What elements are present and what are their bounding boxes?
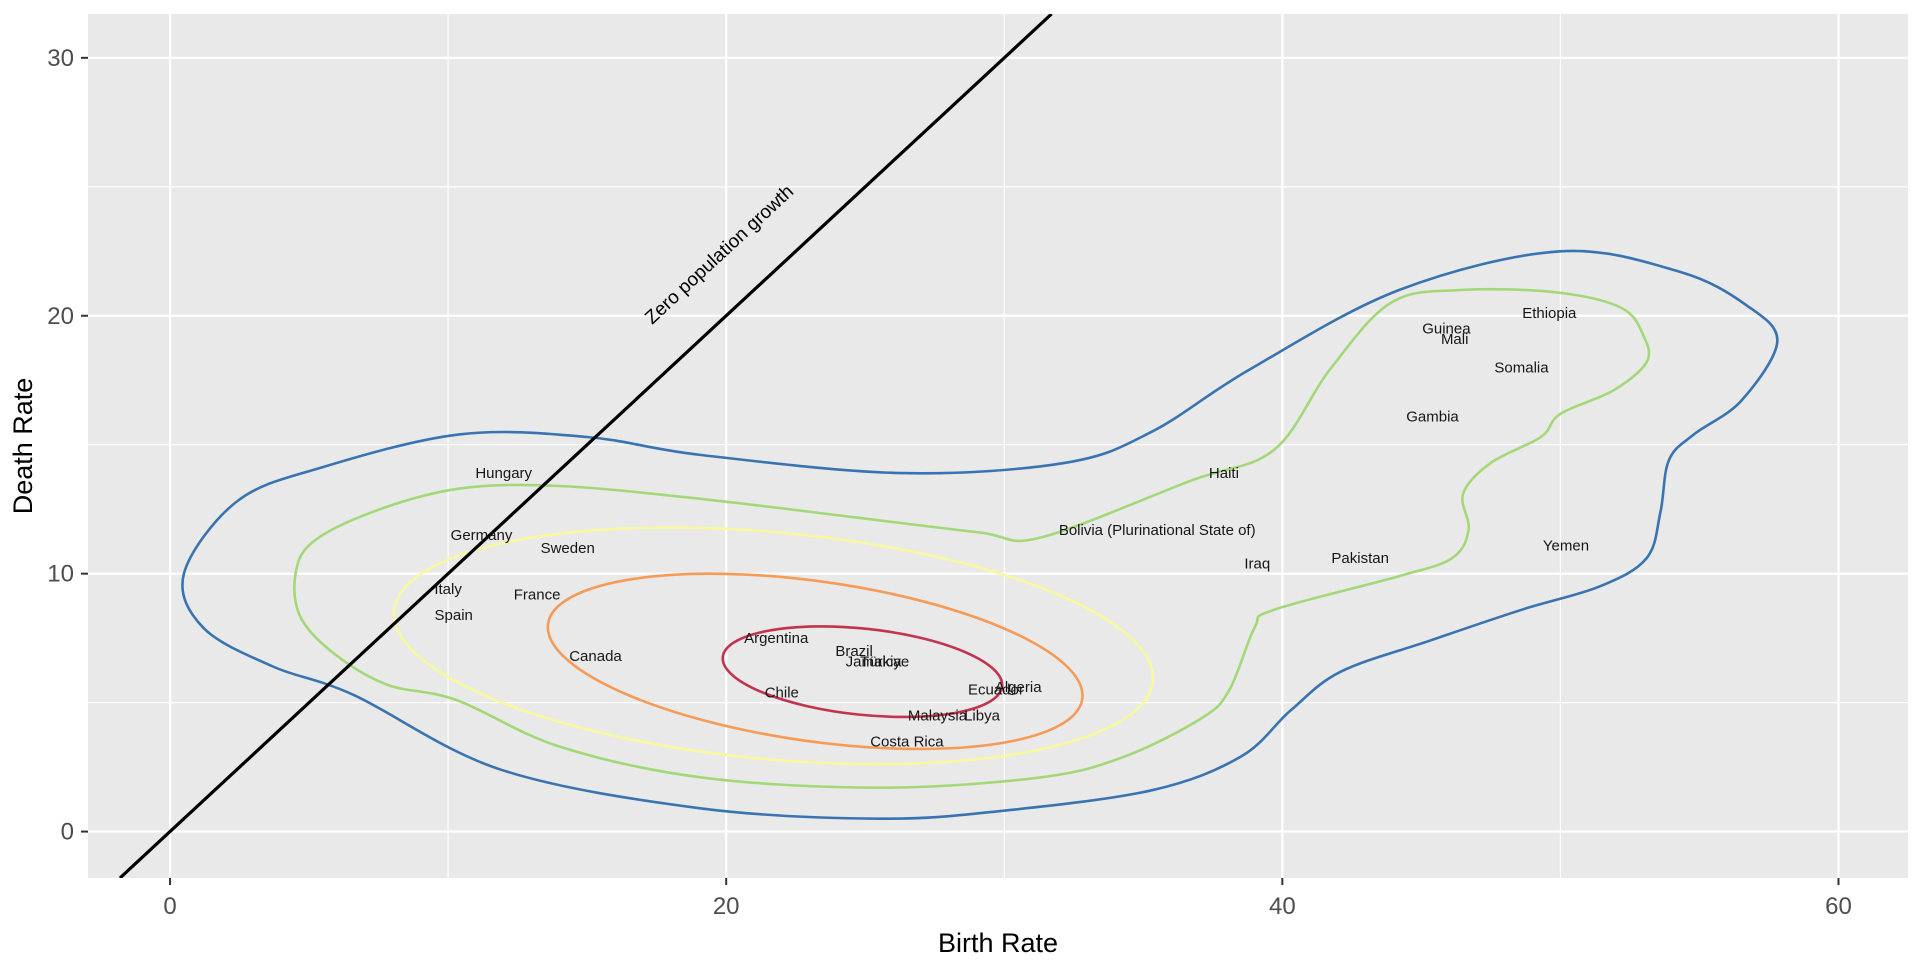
density-contours (181, 249, 1779, 821)
plot-panel (88, 14, 1908, 878)
y-tick-label: 10 (47, 561, 74, 588)
country-label: Türkiye (860, 653, 909, 670)
axes: 0 20 40 60 0 10 20 30 (47, 45, 1852, 920)
country-label: Pakistan (1331, 550, 1389, 567)
country-label: Libya (964, 708, 1001, 725)
gridlines (88, 14, 1908, 878)
country-labels: Hungary Germany Sweden Italy France Spain Cana… (434, 305, 1589, 750)
country-label: Italy (434, 581, 462, 598)
country-label: Hungary (475, 465, 532, 482)
country-label: Gambia (1406, 408, 1459, 425)
x-tick-label: 20 (713, 893, 740, 920)
country-label: Malaysia (908, 708, 968, 725)
country-label: Yemen (1543, 537, 1589, 554)
country-label: Iraq (1244, 555, 1270, 572)
contour-level-1-outermost (181, 249, 1779, 821)
country-label: Haiti (1209, 465, 1239, 482)
country-label: Mali (1441, 331, 1469, 348)
y-tick-label: 30 (47, 45, 74, 72)
contour-level-3 (392, 526, 1155, 766)
country-label: Bolivia (Plurinational State of) (1059, 522, 1256, 539)
x-tick-label: 0 (163, 893, 176, 920)
contour-level-5-innermost (721, 625, 1004, 719)
country-label: Canada (569, 648, 622, 665)
contour-level-2 (293, 287, 1651, 789)
country-label: Chile (765, 684, 799, 701)
country-label: France (514, 586, 561, 603)
y-axis-title: Death Rate (8, 378, 38, 515)
country-label: Algeria (995, 679, 1042, 696)
x-axis-title: Birth Rate (938, 928, 1058, 958)
country-label: Germany (451, 527, 513, 544)
x-tick-label: 40 (1269, 893, 1296, 920)
country-label: Argentina (744, 630, 809, 647)
country-label: Sweden (541, 540, 595, 557)
country-label: Costa Rica (870, 733, 944, 750)
country-label: Somalia (1494, 359, 1549, 376)
zero-growth-line (118, 14, 1053, 878)
zero-growth-line-group (118, 14, 1053, 878)
country-label: Guinea (1422, 321, 1471, 338)
country-label: Jamaica (846, 653, 903, 670)
country-label: Ethiopia (1522, 305, 1577, 322)
y-tick-label: 0 (61, 819, 74, 846)
country-label: Spain (435, 607, 473, 624)
panel-background (88, 14, 1908, 878)
contour-level-4 (546, 572, 1084, 751)
y-tick-label: 20 (47, 303, 74, 330)
country-label: Brazil (835, 643, 873, 660)
x-tick-label: 60 (1825, 893, 1852, 920)
country-label: Ecuador (968, 682, 1024, 699)
